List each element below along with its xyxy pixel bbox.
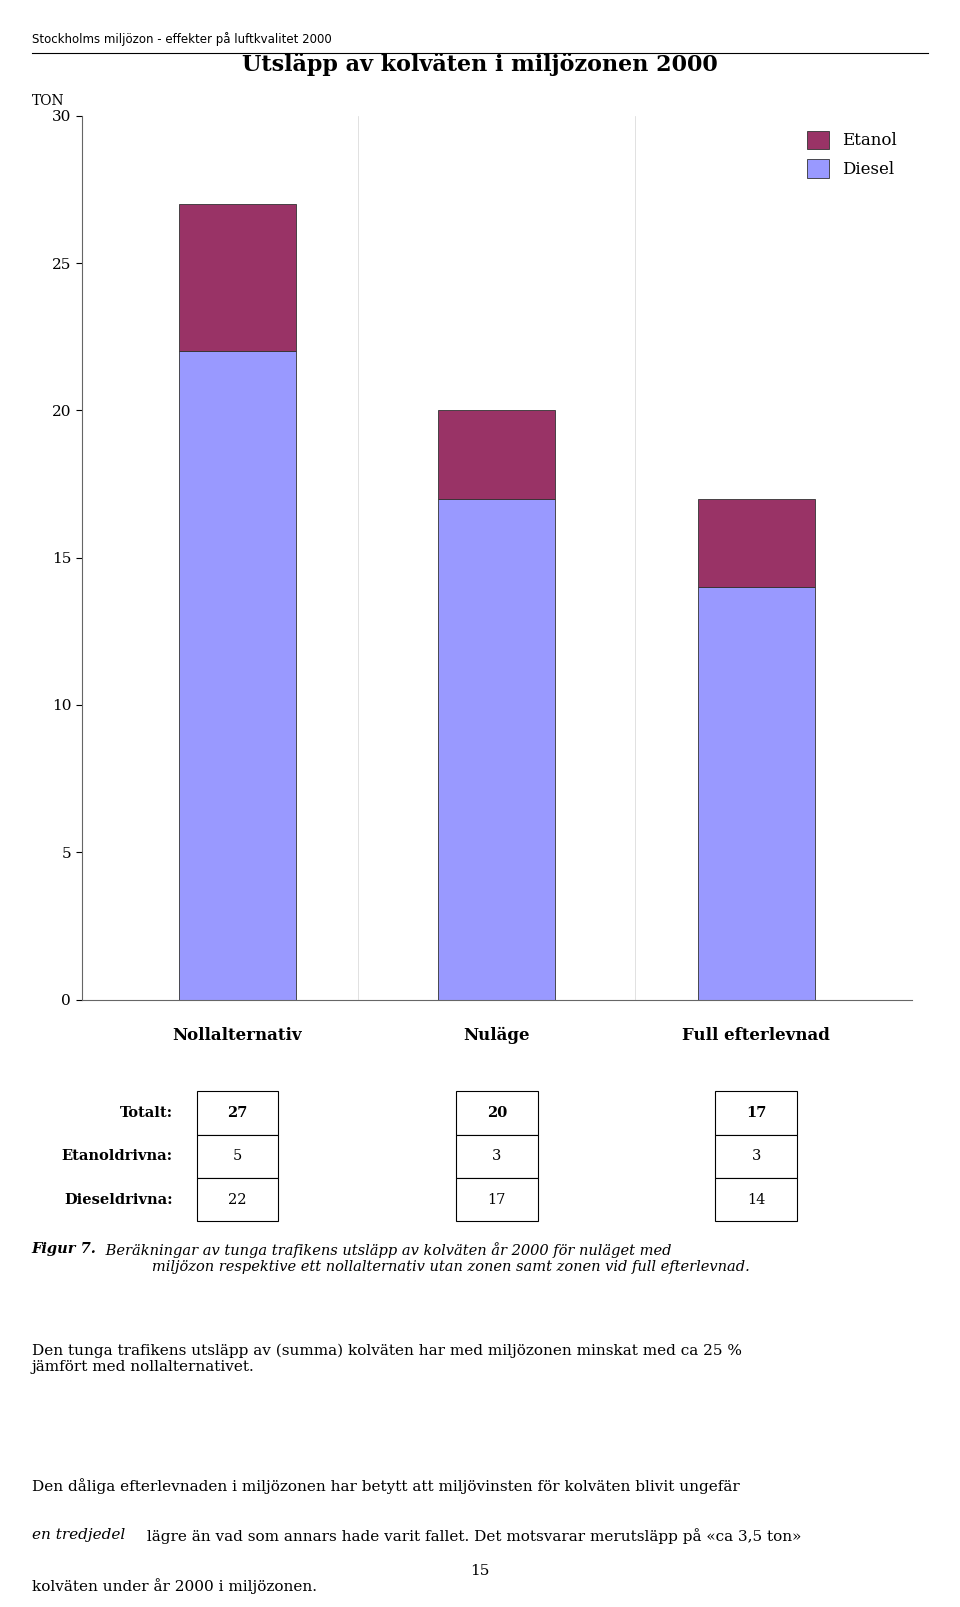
Bar (698, 587, 815, 1000)
Text: Den tunga trafikens utsläpp av (summa) kolväten har med miljözonen minskat med c: Den tunga trafikens utsläpp av (summa) k… (32, 1343, 742, 1374)
Text: 17: 17 (488, 1192, 506, 1207)
Legend: Etanol, Diesel: Etanol, Diesel (801, 124, 903, 185)
Bar (698, 498, 815, 587)
Text: 20: 20 (487, 1106, 507, 1120)
Bar (179, 352, 296, 1000)
Text: 27: 27 (228, 1106, 248, 1120)
Text: Figur 7.: Figur 7. (32, 1242, 97, 1257)
Text: 3: 3 (492, 1149, 501, 1163)
Text: 22: 22 (228, 1192, 247, 1207)
Text: 14: 14 (747, 1192, 765, 1207)
Text: Dieseldrivna:: Dieseldrivna: (64, 1192, 173, 1207)
Text: Totalt:: Totalt: (120, 1106, 173, 1120)
Text: Nuläge: Nuläge (464, 1027, 530, 1045)
Text: Beräkningar av tunga trafikens utsläpp av kolväten år 2000 för nuläget med
     : Beräkningar av tunga trafikens utsläpp a… (101, 1242, 750, 1274)
Text: lägre än vad som annars hade varit fallet. Det motsvarar merutsläpp på «ca 3,5 t: lägre än vad som annars hade varit falle… (142, 1528, 802, 1544)
Text: TON: TON (32, 93, 64, 108)
Text: Nollalternativ: Nollalternativ (173, 1027, 302, 1045)
Text: Den dåliga efterlevnaden i miljözonen har betytt att miljövinsten för kolväten b: Den dåliga efterlevnaden i miljözonen ha… (32, 1478, 739, 1495)
Bar (439, 498, 555, 1000)
Text: Etanoldrivna:: Etanoldrivna: (61, 1149, 173, 1163)
Text: Stockholms miljözon - effekter på luftkvalitet 2000: Stockholms miljözon - effekter på luftkv… (32, 32, 331, 47)
Text: en tredjedel: en tredjedel (32, 1528, 125, 1543)
Text: 17: 17 (746, 1106, 766, 1120)
Text: kolväten under år 2000 i miljözonen.: kolväten under år 2000 i miljözonen. (32, 1578, 317, 1594)
Bar (439, 410, 555, 498)
Text: Utsläpp av kolväten i miljözonen 2000: Utsläpp av kolväten i miljözonen 2000 (242, 53, 718, 76)
Text: Full efterlevnad: Full efterlevnad (683, 1027, 830, 1045)
Text: 15: 15 (470, 1564, 490, 1578)
Text: 3: 3 (752, 1149, 761, 1163)
Text: 5: 5 (232, 1149, 242, 1163)
Bar (179, 204, 296, 352)
